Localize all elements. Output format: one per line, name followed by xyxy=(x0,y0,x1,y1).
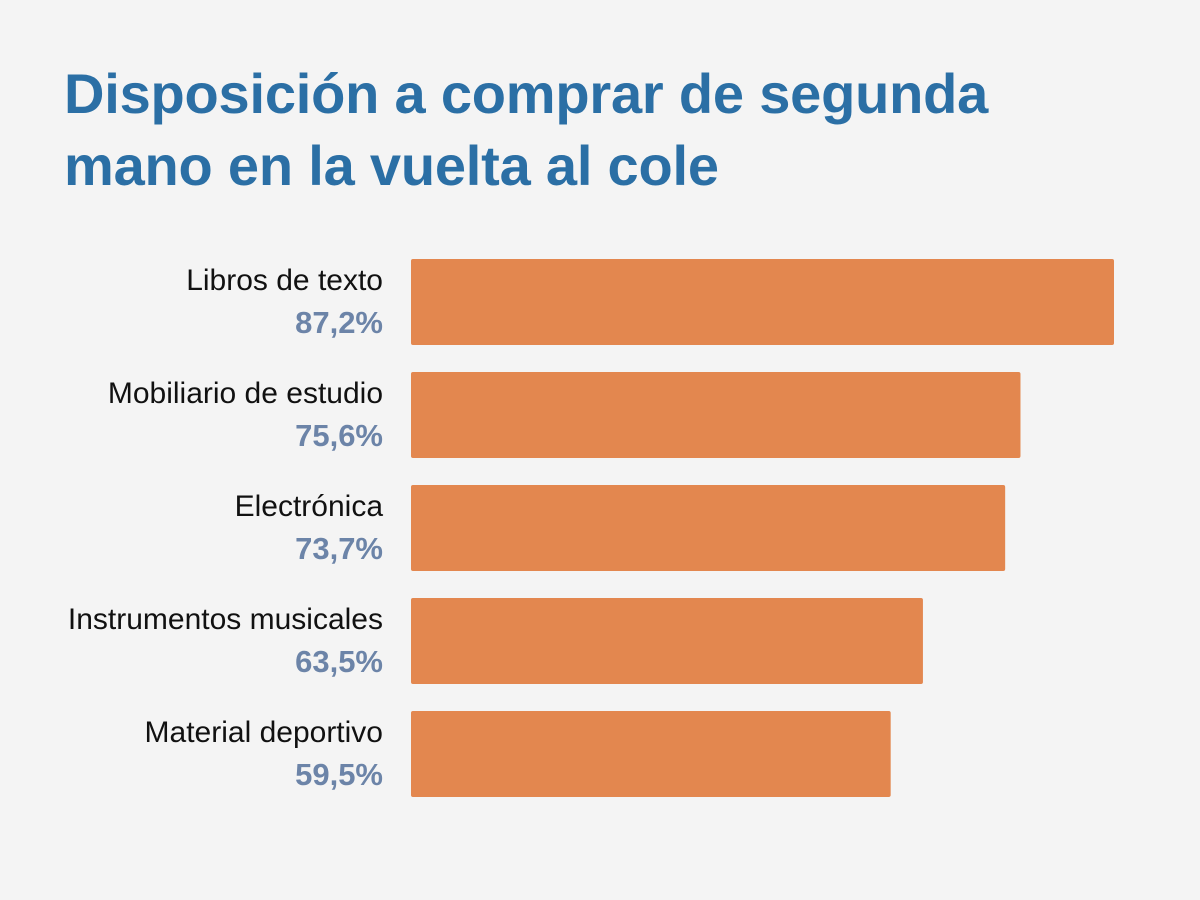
chart-marks: Libros de texto 87,2% Mobiliario de estudi… xyxy=(68,259,1114,797)
value-label-4: 63,5% xyxy=(295,644,383,679)
category-label-5: Material deportivo xyxy=(145,716,383,749)
category-label-2: Mobiliario de estudio xyxy=(108,377,383,410)
category-label-3: Electrónica xyxy=(235,490,384,523)
value-label-2: 75,6% xyxy=(295,418,383,453)
bar-1 xyxy=(411,259,1114,345)
category-label-4: Instrumentos musicales xyxy=(68,603,383,636)
bar-3 xyxy=(411,485,1006,571)
bar-5 xyxy=(411,711,891,797)
bar-2 xyxy=(411,372,1021,458)
chart-title: Disposición a comprar de segunda mano en… xyxy=(64,62,989,197)
value-label-3: 73,7% xyxy=(295,531,383,566)
value-label-5: 59,5% xyxy=(295,757,383,792)
category-label-1: Libros de texto xyxy=(186,264,383,297)
value-label-1: 87,2% xyxy=(295,305,383,340)
bar-4 xyxy=(411,598,923,684)
